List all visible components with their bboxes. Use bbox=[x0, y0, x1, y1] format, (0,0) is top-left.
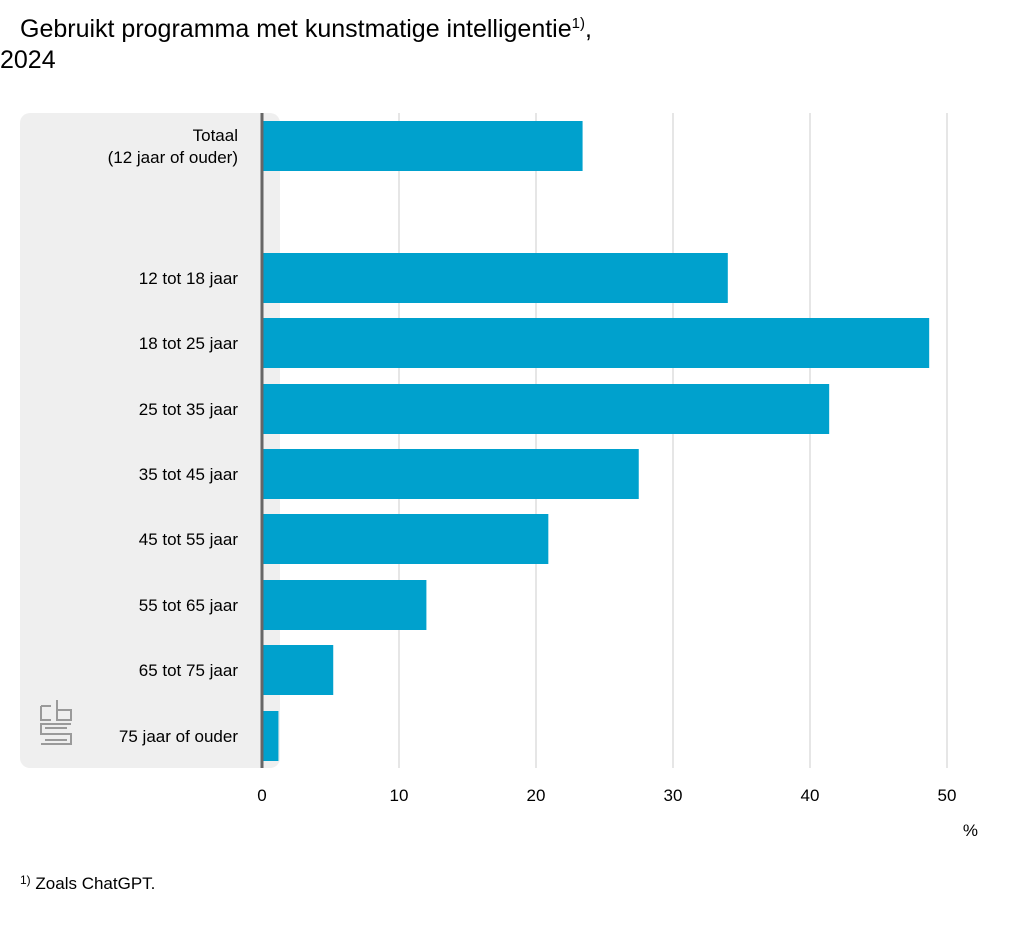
bar bbox=[262, 580, 427, 630]
footnote-marker: 1) bbox=[20, 873, 31, 887]
bars bbox=[262, 121, 930, 761]
category-label: 75 jaar of ouder bbox=[119, 727, 238, 746]
category-label: 55 tot 65 jaar bbox=[139, 596, 239, 615]
bar bbox=[262, 253, 728, 303]
x-tick-label: 10 bbox=[390, 786, 409, 805]
gridlines bbox=[398, 113, 948, 768]
title-comma: , bbox=[584, 15, 592, 43]
x-tick-label: 0 bbox=[257, 786, 266, 805]
bar bbox=[262, 449, 639, 499]
title-footnote-marker: 1) bbox=[571, 15, 585, 32]
label-panel bbox=[20, 113, 280, 768]
bar bbox=[262, 514, 549, 564]
category-label: (12 jaar of ouder) bbox=[108, 148, 238, 167]
title-line-2: 2024 bbox=[0, 46, 56, 74]
bar bbox=[262, 384, 830, 434]
category-label: 12 tot 18 jaar bbox=[139, 269, 239, 288]
footnote-text: Zoals ChatGPT. bbox=[35, 874, 156, 893]
x-tick-label: 50 bbox=[938, 786, 957, 805]
bar-chart: Totaal (12 jaar of ouder) 12 tot 18 jaar 18… bbox=[20, 113, 978, 840]
category-label: Totaal bbox=[193, 126, 238, 145]
x-tick-label: 30 bbox=[664, 786, 683, 805]
chart-title: Gebruikt programma met kunstmatige intel… bbox=[0, 14, 760, 76]
category-label: 35 tot 45 jaar bbox=[139, 465, 239, 484]
cbs-logo-icon bbox=[40, 700, 72, 745]
x-tick-labels: 0 10 20 30 40 50 bbox=[257, 786, 956, 805]
category-label: 45 tot 55 jaar bbox=[139, 530, 239, 549]
bar bbox=[262, 318, 930, 368]
x-tick-label: 20 bbox=[527, 786, 546, 805]
category-label: 18 tot 25 jaar bbox=[139, 334, 239, 353]
category-labels: Totaal (12 jaar of ouder) 12 tot 18 jaar 18… bbox=[108, 126, 239, 746]
bar bbox=[262, 711, 279, 761]
x-tick-label: 40 bbox=[801, 786, 820, 805]
x-axis-unit: % bbox=[963, 821, 978, 840]
category-label: 65 tot 75 jaar bbox=[139, 661, 239, 680]
bar bbox=[262, 645, 334, 695]
footnote: 1) Zoals ChatGPT. bbox=[20, 874, 155, 894]
category-label: 25 tot 35 jaar bbox=[139, 400, 239, 419]
bar bbox=[262, 121, 583, 171]
title-line-1: Gebruikt programma met kunstmatige intel… bbox=[20, 15, 572, 43]
